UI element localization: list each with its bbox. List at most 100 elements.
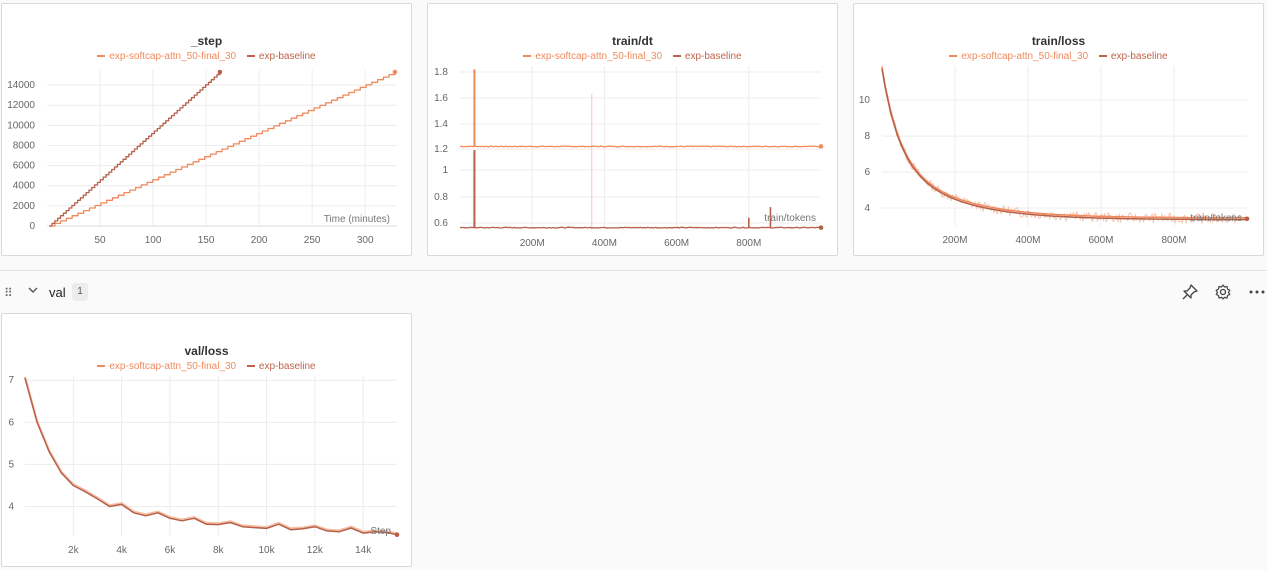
series-line [49, 72, 221, 227]
chart-title: train/dt [612, 34, 653, 48]
legend-swatch [523, 55, 532, 58]
legend-swatch [1098, 55, 1107, 58]
legend-item[interactable]: exp-baseline [246, 51, 316, 62]
legend-item[interactable]: exp-baseline [672, 51, 742, 62]
x-tick-label: 2k [68, 545, 80, 556]
section-divider [0, 270, 1267, 271]
step-chart-svg: 0 2000 4000 6000 8000 10000 12000 14000 50 100 150… [7, 69, 398, 246]
y-tick-label: 4 [8, 502, 14, 513]
y-tick-label: 14000 [7, 80, 35, 91]
series-line [459, 226, 821, 229]
y-tick-label: 10 [859, 95, 871, 106]
pin-icon[interactable] [1180, 282, 1200, 302]
series-endpoint [394, 532, 400, 538]
x-tick-label: 400M [592, 238, 617, 249]
y-tick-label: 4 [864, 203, 870, 214]
chart-panel-step[interactable]: 0 2000 4000 6000 8000 10000 12000 14000 50 100 150… [1, 3, 412, 256]
x-tick-label: 200M [520, 238, 545, 249]
section-count-badge: 1 [72, 283, 88, 301]
drag-handle-icon[interactable]: ⠿ [4, 286, 13, 300]
x-tick-label: 300 [357, 235, 374, 246]
chart-legend: exp-softcap-attn_50-final_30 exp-baselin… [854, 51, 1263, 62]
y-tick-label: 8 [864, 131, 870, 142]
x-axis-label: Time (minutes) [324, 214, 390, 225]
legend-item[interactable]: exp-baseline [246, 361, 316, 372]
chart-title: val/loss [184, 344, 229, 358]
legend-label: exp-softcap-attn_50-final_30 [109, 361, 237, 372]
x-axis-label: Step [370, 526, 391, 537]
y-tick-label: 10000 [7, 120, 35, 131]
chart-title: train/loss [1031, 34, 1086, 48]
x-tick-label: 800M [736, 238, 761, 249]
x-axis-label: train/tokens [1190, 213, 1242, 224]
x-tick-label: 14k [355, 545, 372, 556]
x-tick-label: 8k [213, 545, 225, 556]
series-endpoint [818, 225, 824, 230]
x-tick-label: 12k [307, 545, 324, 556]
legend-label: exp-baseline [684, 51, 742, 62]
legend-label: exp-softcap-attn_50-final_30 [961, 51, 1089, 62]
x-tick-label: 250 [304, 235, 321, 246]
series-line [24, 377, 398, 536]
dt-chart-svg: 0.6 0.8 1 1.2 1.4 1.6 1.8 200M 400M 600M 800M train… [434, 66, 824, 249]
series-line [460, 145, 821, 148]
train-loss-chart-svg: 4 6 8 10 200M 400M 600M 800M train/tokens [859, 65, 1250, 246]
y-tick-label: 2000 [13, 201, 36, 212]
more-icon[interactable] [1247, 282, 1267, 302]
legend-item[interactable]: exp-softcap-attn_50-final_30 [523, 51, 662, 62]
val-loss-chart-svg: 4 5 6 7 2k 4k 6k 8k 10k 12k 14k Step [8, 375, 400, 556]
legend-label: exp-softcap-attn_50-final_30 [109, 51, 237, 62]
y-tick-label: 6 [864, 167, 870, 178]
series-endpoint [1244, 216, 1250, 222]
series-line [881, 66, 1247, 219]
y-tick-label: 1.6 [434, 93, 448, 104]
legend-item[interactable]: exp-softcap-attn_50-final_30 [949, 51, 1088, 62]
chart-title: _step [190, 34, 223, 48]
x-tick-label: 600M [664, 238, 689, 249]
chart-legend: exp-softcap-attn_50-final_30 exp-baselin… [2, 361, 411, 372]
x-tick-label: 400M [1015, 235, 1040, 246]
series-line [49, 72, 396, 227]
y-tick-label: 0.8 [434, 192, 448, 203]
legend-swatch [246, 55, 255, 58]
x-tick-label: 50 [94, 235, 106, 246]
x-tick-label: 100 [145, 235, 162, 246]
legend-swatch [97, 365, 106, 368]
chart-panel-train-dt[interactable]: 0.6 0.8 1 1.2 1.4 1.6 1.8 200M 400M 600M 800M train… [427, 3, 838, 256]
legend-label: exp-baseline [258, 51, 316, 62]
legend-item[interactable]: exp-softcap-attn_50-final_30 [97, 361, 236, 372]
series-line [881, 68, 1247, 221]
y-tick-label: 4000 [13, 181, 36, 192]
section-header-val: ⠿ val 1 [0, 279, 1267, 307]
legend-swatch [246, 365, 255, 368]
y-tick-label: 7 [8, 375, 14, 386]
series-endpoint [818, 144, 824, 149]
y-tick-label: 0.6 [434, 218, 448, 229]
chart-legend: exp-softcap-attn_50-final_30 exp-baselin… [428, 51, 837, 62]
y-tick-label: 8000 [13, 140, 36, 151]
y-tick-label: 0 [29, 221, 35, 232]
gear-icon[interactable] [1213, 282, 1233, 302]
legend-label: exp-baseline [258, 361, 316, 372]
x-tick-label: 150 [198, 235, 215, 246]
x-tick-label: 6k [165, 545, 177, 556]
x-axis-label: train/tokens [764, 213, 816, 224]
legend-item[interactable]: exp-softcap-attn_50-final_30 [97, 51, 236, 62]
chart-panel-val-loss[interactable]: 4 5 6 7 2k 4k 6k 8k 10k 12k 14k Step val/loss exp-s… [1, 313, 412, 567]
y-tick-label: 1.8 [434, 67, 448, 78]
y-tick-label: 12000 [7, 100, 35, 111]
x-tick-label: 4k [116, 545, 128, 556]
y-tick-label: 1 [442, 165, 448, 176]
legend-swatch [97, 55, 106, 58]
legend-swatch [949, 55, 958, 58]
x-tick-label: 200M [942, 235, 967, 246]
legend-item[interactable]: exp-baseline [1098, 51, 1168, 62]
x-tick-label: 200 [251, 235, 268, 246]
chevron-down-icon[interactable] [27, 284, 39, 299]
x-tick-label: 600M [1088, 235, 1113, 246]
series-noise-line [881, 65, 1248, 224]
chart-panel-train-loss[interactable]: 4 6 8 10 200M 400M 600M 800M train/tokens train/… [853, 3, 1264, 256]
y-tick-label: 6000 [13, 161, 36, 172]
y-tick-label: 5 [8, 459, 14, 470]
section-title[interactable]: val [49, 285, 66, 300]
